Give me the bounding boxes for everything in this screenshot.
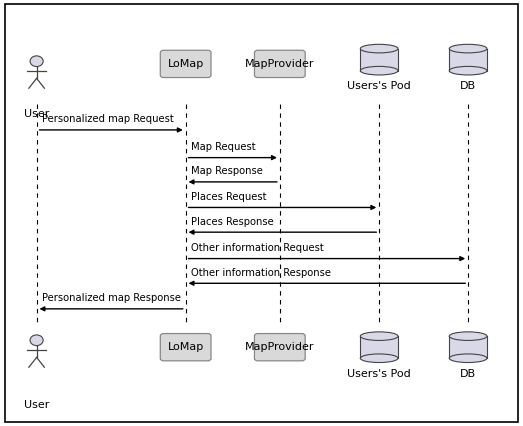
FancyBboxPatch shape bbox=[254, 50, 305, 78]
Text: Places Request: Places Request bbox=[191, 192, 266, 202]
Bar bbox=[360, 336, 398, 358]
Bar bbox=[449, 49, 487, 71]
Text: Other information Request: Other information Request bbox=[191, 243, 324, 253]
Text: Users's Pod: Users's Pod bbox=[347, 369, 411, 379]
Circle shape bbox=[30, 335, 43, 345]
Text: Users's Pod: Users's Pod bbox=[347, 81, 411, 91]
Ellipse shape bbox=[360, 354, 398, 363]
Text: LoMap: LoMap bbox=[167, 342, 204, 352]
Ellipse shape bbox=[449, 44, 487, 53]
Text: DB: DB bbox=[460, 81, 476, 91]
Text: User: User bbox=[24, 109, 49, 118]
Text: Other information Response: Other information Response bbox=[191, 268, 331, 278]
Ellipse shape bbox=[449, 66, 487, 75]
Ellipse shape bbox=[449, 332, 487, 340]
Text: User: User bbox=[24, 400, 49, 410]
Text: Personalized map Response: Personalized map Response bbox=[42, 294, 181, 303]
Text: Map Response: Map Response bbox=[191, 167, 263, 176]
Bar bbox=[360, 49, 398, 71]
FancyBboxPatch shape bbox=[254, 334, 305, 361]
FancyBboxPatch shape bbox=[160, 50, 211, 78]
Ellipse shape bbox=[449, 354, 487, 363]
Ellipse shape bbox=[360, 44, 398, 53]
Text: DB: DB bbox=[460, 369, 476, 379]
Bar bbox=[449, 336, 487, 358]
Text: MapProvider: MapProvider bbox=[245, 59, 314, 69]
Text: Places Response: Places Response bbox=[191, 217, 274, 227]
Ellipse shape bbox=[360, 66, 398, 75]
Text: Map Request: Map Request bbox=[191, 142, 256, 152]
Text: MapProvider: MapProvider bbox=[245, 342, 314, 352]
Ellipse shape bbox=[360, 332, 398, 340]
FancyBboxPatch shape bbox=[160, 334, 211, 361]
Circle shape bbox=[30, 56, 43, 66]
Text: Personalized map Request: Personalized map Request bbox=[42, 115, 174, 124]
Text: LoMap: LoMap bbox=[167, 59, 204, 69]
